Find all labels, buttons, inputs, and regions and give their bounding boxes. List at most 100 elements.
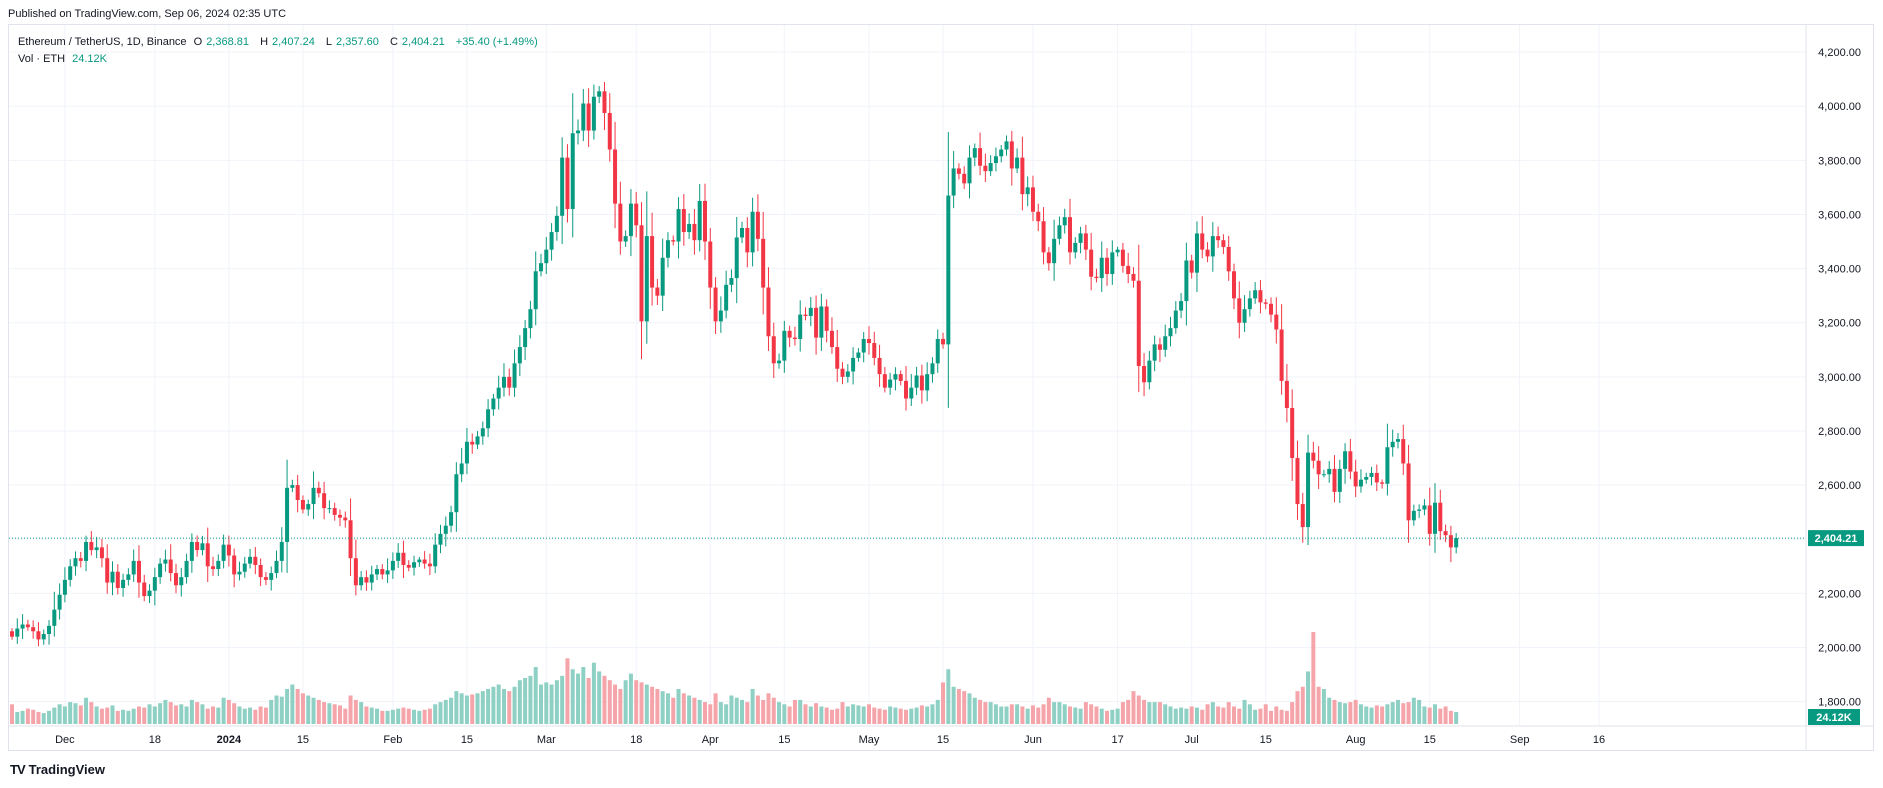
volume-bar <box>364 706 369 724</box>
candle-body <box>337 514 342 518</box>
candle-body <box>1237 298 1242 323</box>
candle-body <box>1353 471 1358 487</box>
candle-body <box>607 112 612 150</box>
volume-bar <box>295 688 300 724</box>
candle-body <box>946 195 951 345</box>
candle-body <box>200 543 205 551</box>
candle-body <box>829 330 834 348</box>
volume-bar <box>591 662 596 724</box>
candle-body <box>687 223 692 233</box>
volume-bar <box>665 693 670 724</box>
volume-bar <box>121 709 126 724</box>
candle-body <box>628 203 633 237</box>
volume-bar <box>1332 699 1337 724</box>
volume-bar <box>353 699 358 724</box>
candle-body <box>406 564 411 568</box>
volume-bar <box>1099 708 1104 724</box>
volume-bar <box>819 706 824 724</box>
volume-bar <box>390 709 395 724</box>
tradingview-footer[interactable]: TV TradingView <box>10 762 105 777</box>
candle-body <box>1210 236 1215 257</box>
volume-bar <box>1163 704 1168 724</box>
volume-bar <box>681 693 686 724</box>
candle-body <box>184 560 189 578</box>
candle-body <box>1348 451 1353 472</box>
candle-body <box>1173 310 1178 329</box>
candle-body <box>1295 458 1300 505</box>
candle-body <box>544 249 549 264</box>
volume-bar <box>406 708 411 724</box>
y-tick-label: 3,600.00 <box>1818 209 1861 221</box>
volume-bar <box>766 693 771 724</box>
volume-bar <box>1221 707 1226 724</box>
candle-body <box>1089 249 1094 277</box>
candle-body <box>173 573 178 586</box>
y-tick-label: 3,400.00 <box>1818 264 1861 276</box>
candle-body <box>1454 538 1459 548</box>
volume-bar <box>316 699 321 724</box>
volume-bar <box>163 699 168 724</box>
candle-body <box>131 560 136 575</box>
volume-bar <box>919 705 924 724</box>
candle-body <box>533 271 538 310</box>
candle-body <box>1041 221 1046 253</box>
candle-body <box>1395 439 1400 442</box>
candle-body <box>422 559 427 564</box>
volume-bar <box>771 697 776 724</box>
candle-body <box>401 552 406 565</box>
candle-body <box>25 624 30 628</box>
candle-body <box>1385 447 1390 484</box>
volume-bar <box>152 706 157 724</box>
candle-body <box>1115 249 1120 253</box>
candle-body <box>1073 242 1078 253</box>
volume-bar <box>279 696 284 724</box>
candle-body <box>798 314 803 339</box>
volume-label[interactable]: Vol · ETH <box>18 53 66 65</box>
volume-bar <box>1438 708 1443 724</box>
volume-bar <box>1205 704 1210 724</box>
candle-body <box>613 149 618 204</box>
volume-bar <box>777 702 782 724</box>
symbol-label[interactable]: Ethereum / TetherUS, 1D, Binance <box>18 36 187 48</box>
volume-bar <box>1279 709 1284 724</box>
candle-body <box>882 374 887 388</box>
volume-bar <box>89 702 94 724</box>
candle-body <box>676 209 681 242</box>
candle-body <box>20 624 25 629</box>
volume-bar <box>946 669 951 724</box>
candle-body <box>1099 257 1104 279</box>
volume-bar <box>57 704 62 724</box>
candle-body <box>1036 211 1041 222</box>
candle-body <box>549 232 554 250</box>
candle-body <box>724 284 729 311</box>
last-price-label: 2,404.21 <box>1815 533 1858 545</box>
candle-body <box>1062 217 1067 226</box>
candle-body <box>576 130 581 134</box>
y-tick-label: 2,600.00 <box>1818 480 1861 492</box>
candle-body <box>41 633 46 640</box>
candle-body <box>623 236 628 242</box>
x-tick-label: Aug <box>1346 734 1366 746</box>
open-label: O <box>193 36 203 48</box>
candle-body <box>216 560 221 570</box>
last-volume-label: 24.12K <box>1816 712 1852 724</box>
candle-body <box>179 577 184 586</box>
volume-bar <box>1374 705 1379 724</box>
candle-body <box>316 487 321 494</box>
volume-bar <box>1422 706 1427 724</box>
volume-bar <box>1020 706 1025 724</box>
volume-bar <box>962 691 967 724</box>
candle-body <box>755 211 760 239</box>
y-tick-label: 4,000.00 <box>1818 101 1861 113</box>
candle-body <box>464 441 469 464</box>
volume-bar <box>427 708 432 724</box>
volume-bar <box>274 695 279 724</box>
volume-bar <box>1380 706 1385 724</box>
x-tick-label: 18 <box>630 734 642 746</box>
volume-bar <box>745 702 750 724</box>
candle-body <box>718 310 723 322</box>
volume-bar <box>1311 632 1316 724</box>
candle-body <box>443 525 448 534</box>
candle-body <box>290 485 295 488</box>
